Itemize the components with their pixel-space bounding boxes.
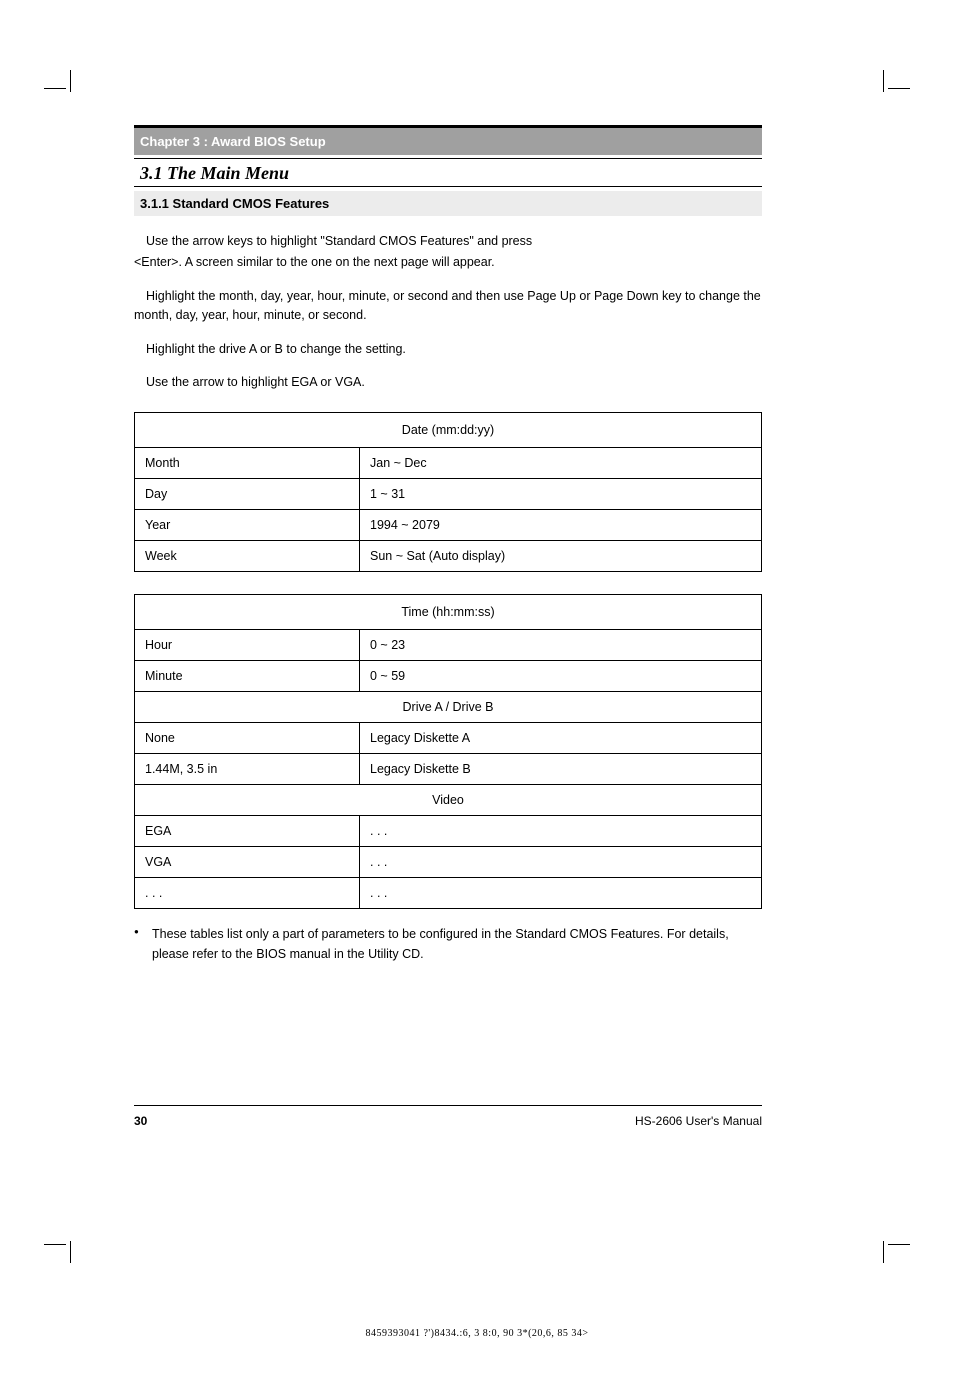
footer-model: HS-2606 User's Manual xyxy=(635,1114,762,1128)
cell-hour-v: 0 ~ 23 xyxy=(360,630,762,661)
p1a: Use the arrow keys to highlight "Standar… xyxy=(146,234,532,248)
cell-month-v: Jan ~ Dec xyxy=(360,448,762,479)
chapter-bar: Chapter 3 : Award BIOS Setup xyxy=(134,125,762,155)
time-spec-table: Time (hh:mm:ss) Hour 0 ~ 23 Minute 0 ~ 5… xyxy=(134,594,762,909)
cell-ega-k: EGA xyxy=(135,816,360,847)
cell-day-v: 1 ~ 31 xyxy=(360,479,762,510)
table-row: Week Sun ~ Sat (Auto display) xyxy=(135,541,762,572)
p4: Use the arrow to highlight EGA or VGA. xyxy=(146,375,365,389)
table-row: Month Jan ~ Dec xyxy=(135,448,762,479)
page-content: Chapter 3 : Award BIOS Setup 3.1 The Mai… xyxy=(134,125,762,964)
cell-drive-none-v: Legacy Diskette A xyxy=(360,723,762,754)
cell-drive-144-v: Legacy Diskette B xyxy=(360,754,762,785)
table-row: Year 1994 ~ 2079 xyxy=(135,510,762,541)
cell-vga-v: . . . xyxy=(360,847,762,878)
p3: Highlight the drive A or B to change the… xyxy=(146,342,406,356)
cell-month-k: Month xyxy=(135,448,360,479)
table-subheader-row: Video xyxy=(135,785,762,816)
page-footer: 30 HS-2606 User's Manual xyxy=(134,1105,762,1128)
table-row: Minute 0 ~ 59 xyxy=(135,661,762,692)
cell-year-k: Year xyxy=(135,510,360,541)
table-row: VGA . . . xyxy=(135,847,762,878)
video-subheader: Video xyxy=(135,785,762,816)
cell-drive-144-k: 1.44M, 3.5 in xyxy=(135,754,360,785)
table-row: Day 1 ~ 31 xyxy=(135,479,762,510)
table-header-row: Date (mm:dd:yy) xyxy=(135,413,762,448)
date-table-header: Date (mm:dd:yy) xyxy=(135,413,762,448)
table-row: 1.44M, 3.5 in Legacy Diskette B xyxy=(135,754,762,785)
table-subheader-row: Drive A / Drive B xyxy=(135,692,762,723)
subsection-title: 3.1.1 Standard CMOS Features xyxy=(134,191,762,216)
cell-week-k: Week xyxy=(135,541,360,572)
body-text: Use the arrow keys to highlight "Standar… xyxy=(134,232,762,392)
cell-week-v: Sun ~ Sat (Auto display) xyxy=(360,541,762,572)
chapter-bar-text: Chapter 3 : Award BIOS Setup xyxy=(140,134,326,149)
cell-ellipsis-v: . . . xyxy=(360,878,762,909)
cell-vga-k: VGA xyxy=(135,847,360,878)
print-job-mark: 8459393041 ?')8434.:6, 3 8:0, 90 3*(20,6… xyxy=(0,1328,954,1339)
p1b: <Enter>. A screen similar to the one on … xyxy=(134,253,762,272)
table-row: None Legacy Diskette A xyxy=(135,723,762,754)
cell-min-k: Minute xyxy=(135,661,360,692)
note-text: These tables list only a part of paramet… xyxy=(152,927,729,960)
table-header-row: Time (hh:mm:ss) xyxy=(135,595,762,630)
table-row: . . . . . . xyxy=(135,878,762,909)
cell-drive-none-k: None xyxy=(135,723,360,754)
table-row: Hour 0 ~ 23 xyxy=(135,630,762,661)
cell-year-v: 1994 ~ 2079 xyxy=(360,510,762,541)
cell-ellipsis-k: . . . xyxy=(135,878,360,909)
page-number: 30 xyxy=(134,1114,147,1128)
date-spec-table: Date (mm:dd:yy) Month Jan ~ Dec Day 1 ~ … xyxy=(134,412,762,572)
cell-min-v: 0 ~ 59 xyxy=(360,661,762,692)
cell-hour-k: Hour xyxy=(135,630,360,661)
drive-subheader: Drive A / Drive B xyxy=(135,692,762,723)
cell-day-k: Day xyxy=(135,479,360,510)
p2: Highlight the month, day, year, hour, mi… xyxy=(134,289,761,322)
cell-ega-v: . . . xyxy=(360,816,762,847)
note-bullet: These tables list only a part of paramet… xyxy=(134,925,762,964)
time-table-header: Time (hh:mm:ss) xyxy=(135,595,762,630)
table-row: EGA . . . xyxy=(135,816,762,847)
section-title: 3.1 The Main Menu xyxy=(134,160,762,186)
